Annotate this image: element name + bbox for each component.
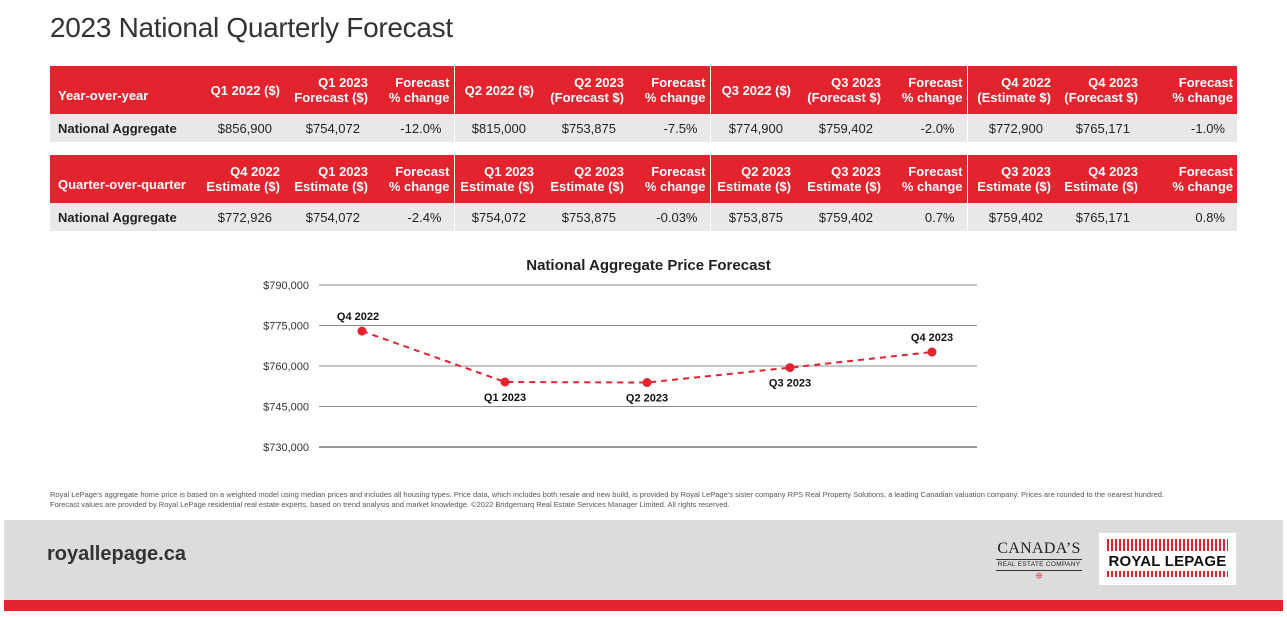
column-header: Quarter-over-quarter: [50, 155, 200, 203]
table-cell: -12.0%: [372, 114, 455, 142]
chart-title: National Aggregate Price Forecast: [526, 257, 771, 274]
column-header: Forecast % change: [628, 155, 711, 203]
table-cell: $765,171: [1055, 114, 1142, 142]
column-header: Q4 2022 (Estimate $): [967, 66, 1055, 114]
royal-lepage-wordmark: ROYAL LEPAGE: [1108, 553, 1227, 570]
column-header: Forecast % change: [1142, 155, 1237, 203]
row-label: National Aggregate: [50, 114, 200, 142]
table-cell: $754,072: [284, 114, 372, 142]
column-header: Year-over-year: [50, 66, 200, 114]
data-point: [500, 377, 510, 387]
column-header: Q2 2023 (Forecast $): [538, 66, 628, 114]
table-cell: $759,402: [967, 203, 1055, 231]
footer-bar: [4, 520, 1283, 600]
column-header: Q4 2022 Estimate ($): [200, 155, 284, 203]
table-cell: -0.03%: [628, 203, 711, 231]
y-tick-label: $790,000: [263, 280, 309, 292]
data-label: Q1 2023: [484, 392, 526, 404]
series-line: [361, 330, 933, 384]
table-cell: $765,171: [1055, 203, 1142, 231]
royal-lepage-logo: ROYAL LEPAGE: [1099, 533, 1236, 585]
table-header-row: Quarter-over-quarter Q4 2022 Estimate ($…: [50, 155, 1237, 203]
table-cell: $754,072: [284, 203, 372, 231]
column-header: Forecast % change: [372, 155, 455, 203]
column-header: Forecast % change: [628, 66, 711, 114]
canada-logo-subtitle: REAL ESTATE COMPANY: [996, 560, 1082, 571]
table-row: National Aggregate $856,900 $754,072 -12…: [50, 114, 1237, 142]
table-cell: -2.4%: [372, 203, 455, 231]
column-header: Forecast % change: [885, 66, 968, 114]
qoq-table: Quarter-over-quarter Q4 2022 Estimate ($…: [50, 155, 1237, 231]
data-label: Q4 2022: [337, 311, 379, 323]
table-header-row: Year-over-year Q1 2022 ($) Q1 2023 Forec…: [50, 66, 1237, 114]
table-cell: -7.5%: [628, 114, 711, 142]
column-header: Q1 2023 Forecast ($): [284, 66, 372, 114]
data-label: Q3 2023: [769, 378, 811, 390]
y-tick-label: $775,000: [263, 321, 309, 333]
data-point: [927, 347, 937, 357]
column-header: Forecast % change: [372, 66, 455, 114]
column-header: Q3 2023 Estimate ($): [795, 155, 885, 203]
column-header: Q3 2022 ($): [710, 66, 795, 114]
page-title: 2023 National Quarterly Forecast: [50, 12, 453, 43]
y-tick-label: $760,000: [263, 361, 309, 373]
price-forecast-chart: $730,000 $745,000 $760,000 $775,000 $790,000…: [263, 280, 977, 454]
maple-leaf-icon: ❊: [1035, 571, 1043, 581]
column-header: Q2 2023 Estimate ($): [710, 155, 795, 203]
column-header: Q1 2023 Estimate ($): [454, 155, 538, 203]
yoy-table: Year-over-year Q1 2022 ($) Q1 2023 Forec…: [50, 66, 1237, 142]
column-header: Q2 2023 Estimate ($): [538, 155, 628, 203]
data-point: [642, 378, 652, 388]
footnote-line: Royal LePage’s aggregate home price is b…: [50, 490, 1165, 499]
table-cell: 0.7%: [885, 203, 968, 231]
data-point: [357, 326, 367, 336]
column-header: Forecast % change: [885, 155, 968, 203]
data-point: [785, 363, 795, 373]
table-row: National Aggregate $772,926 $754,072 -2.…: [50, 203, 1237, 231]
table-cell: $856,900: [200, 114, 284, 142]
y-tick-label: $745,000: [263, 402, 309, 414]
column-header: Forecast % change: [1142, 66, 1237, 114]
y-tick-label: $730,000: [263, 442, 309, 454]
table-cell: $759,402: [795, 203, 885, 231]
table-cell: $753,875: [538, 114, 628, 142]
table-cell: $815,000: [454, 114, 538, 142]
column-header: Q4 2023 (Forecast $): [1055, 66, 1142, 114]
table-cell: $753,875: [538, 203, 628, 231]
table-cell: $759,402: [795, 114, 885, 142]
column-header: Q1 2023 Estimate ($): [284, 155, 372, 203]
canada-logo-title: CANADA’S: [996, 540, 1082, 560]
table-cell: 0.8%: [1142, 203, 1237, 231]
table-cell: $753,875: [710, 203, 795, 231]
canadas-real-estate-company-logo: CANADA’S REAL ESTATE COMPANY ❊: [996, 540, 1082, 586]
footnote: Royal LePage’s aggregate home price is b…: [50, 490, 1250, 510]
column-header: Q3 2023 Estimate ($): [967, 155, 1055, 203]
column-header: Q2 2022 ($): [454, 66, 538, 114]
table-cell: $772,900: [967, 114, 1055, 142]
logo-stripes: [1107, 571, 1228, 577]
data-label: Q2 2023: [626, 393, 668, 405]
website-link[interactable]: royallepage.ca: [47, 543, 186, 565]
footnote-line: Forecast values are provided by Royal Le…: [50, 500, 730, 509]
row-label: National Aggregate: [50, 203, 200, 231]
footer-accent-bar: [4, 600, 1283, 611]
column-header: Q3 2023 (Forecast $): [795, 66, 885, 114]
table-cell: $774,900: [710, 114, 795, 142]
table-cell: -2.0%: [885, 114, 968, 142]
table-cell: $772,926: [200, 203, 284, 231]
table-cell: -1.0%: [1142, 114, 1237, 142]
table-cell: $754,072: [454, 203, 538, 231]
column-header: Q4 2023 Estimate ($): [1055, 155, 1142, 203]
column-header: Q1 2022 ($): [200, 66, 284, 114]
logo-stripes: [1107, 539, 1228, 551]
data-label: Q4 2023: [911, 332, 953, 344]
